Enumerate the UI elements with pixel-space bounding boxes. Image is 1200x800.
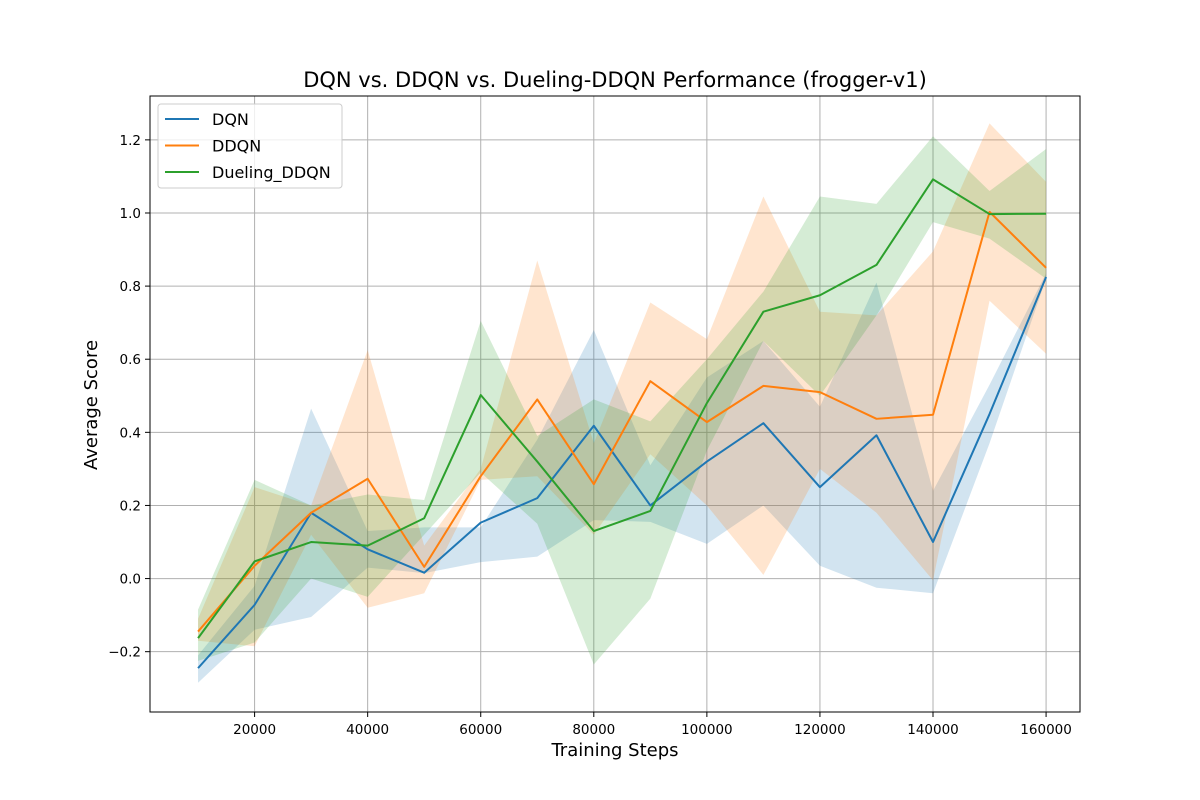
band-dueling-ddqn <box>198 136 1047 665</box>
x-tick-label: 20000 <box>233 722 276 738</box>
y-tick-label: 0.6 <box>120 352 141 368</box>
legend-label: DDQN <box>212 137 261 156</box>
line-dueling-ddqn <box>197 178 1047 639</box>
line-ddqn <box>197 210 1047 633</box>
series-lines <box>197 178 1048 669</box>
x-tick-label: 140000 <box>907 722 959 738</box>
legend-label: Dueling_DDQN <box>212 163 331 183</box>
y-axis-label: Average Score <box>81 340 102 470</box>
band-ddqn <box>198 123 1047 647</box>
x-axis-ticks: 20000 40000 60000 80000 100000 120000 140000 16… <box>233 712 1072 738</box>
band-dqn <box>198 273 1047 683</box>
line-dqn <box>197 276 1048 669</box>
y-tick-label: 1.0 <box>120 206 141 222</box>
x-tick-label: 120000 <box>794 722 846 738</box>
x-tick-label: 60000 <box>459 722 502 738</box>
y-tick-label: 0.2 <box>120 498 141 514</box>
x-tick-label: 80000 <box>572 722 615 738</box>
confidence-bands <box>198 123 1047 683</box>
legend-label: DQN <box>212 110 249 129</box>
x-tick-label: 160000 <box>1020 722 1072 738</box>
y-tick-label: 0.4 <box>120 425 141 441</box>
y-tick-label: 1.2 <box>120 133 141 149</box>
y-tick-label: 0.0 <box>120 572 141 588</box>
legend: DQN DDQN Dueling_DDQN <box>157 103 343 189</box>
y-tick-label: 0.8 <box>120 279 141 295</box>
x-axis-label: Training Steps <box>550 740 678 761</box>
chart-title: DQN vs. DDQN vs. Dueling-DDQN Performanc… <box>303 68 927 92</box>
y-axis-ticks: −0.2 0.0 0.2 0.4 0.6 0.8 1.0 1.2 <box>108 133 150 661</box>
plot-area-frame <box>149 95 1081 713</box>
x-tick-label: 100000 <box>681 722 733 738</box>
x-tick-label: 40000 <box>346 722 389 738</box>
y-tick-label: −0.2 <box>108 645 141 661</box>
legend-box <box>157 103 343 189</box>
